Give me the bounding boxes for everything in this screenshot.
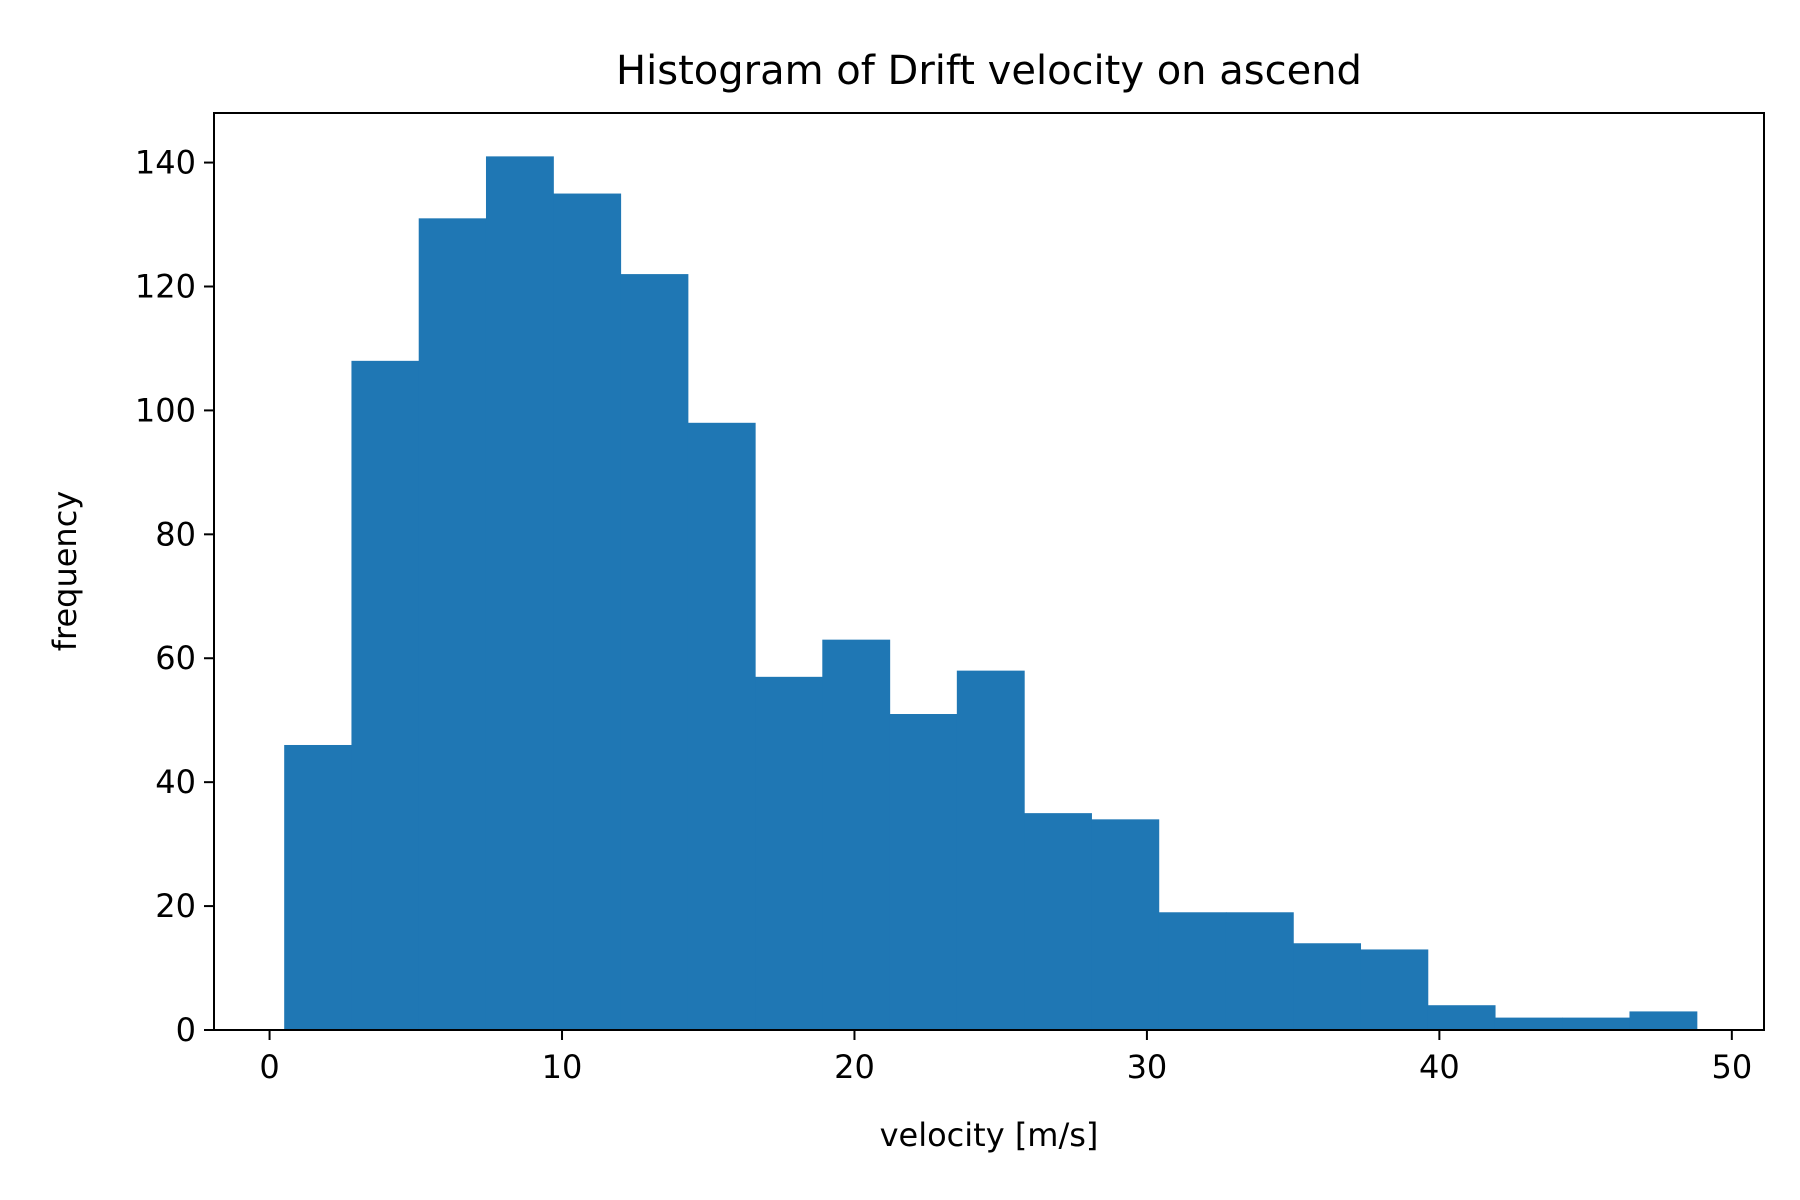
histogram-bar xyxy=(284,744,353,1030)
histogram-bar xyxy=(620,274,689,1030)
histogram-bar xyxy=(822,639,891,1030)
y-tick-label: 140 xyxy=(135,144,196,182)
y-axis-label: frequency xyxy=(46,491,84,652)
x-axis-label: velocity [m/s] xyxy=(880,1116,1099,1154)
y-tick-label: 100 xyxy=(135,391,196,429)
histogram-bar xyxy=(1225,912,1294,1030)
y-tick-label: 0 xyxy=(176,1011,196,1049)
bars-group xyxy=(284,156,1698,1031)
x-tick-label: 50 xyxy=(1711,1048,1752,1086)
y-tick-label: 80 xyxy=(155,515,196,553)
histogram-bar xyxy=(1494,1017,1563,1030)
histogram-bar xyxy=(889,714,958,1030)
x-tick-label: 0 xyxy=(259,1048,279,1086)
histogram-bar xyxy=(351,360,420,1030)
histogram-bar xyxy=(485,156,554,1030)
histogram-bar xyxy=(1091,819,1160,1030)
y-axis-ticks: 0 20 40 60 80 100 120 140 xyxy=(135,144,214,1049)
x-tick-label: 40 xyxy=(1419,1048,1460,1086)
histogram-bar xyxy=(553,193,622,1030)
y-tick-label: 120 xyxy=(135,267,196,305)
x-tick-label: 10 xyxy=(542,1048,583,1086)
histogram-bar xyxy=(418,218,487,1031)
histogram-bar xyxy=(1024,813,1092,1030)
plot-frame xyxy=(213,112,1765,1031)
x-tick-label: 20 xyxy=(834,1048,875,1086)
histogram-bar xyxy=(755,676,823,1030)
histogram-bar xyxy=(687,422,756,1030)
histogram-bar xyxy=(956,670,1025,1030)
x-tick-label: 30 xyxy=(1127,1048,1168,1086)
chart-title: Histogram of Drift velocity on ascend xyxy=(616,48,1362,94)
histogram-bar xyxy=(1629,1011,1698,1030)
y-tick-label: 40 xyxy=(155,763,196,801)
histogram-bar xyxy=(1158,912,1227,1030)
histogram-bar xyxy=(1293,943,1362,1030)
histogram-bar xyxy=(1360,949,1429,1030)
y-tick-label: 20 xyxy=(155,887,196,925)
histogram-bar xyxy=(1562,1017,1631,1030)
histogram-bar xyxy=(1427,1005,1496,1030)
x-axis-ticks: 0 10 20 30 40 50 xyxy=(259,1030,1752,1086)
y-tick-label: 60 xyxy=(155,639,196,677)
